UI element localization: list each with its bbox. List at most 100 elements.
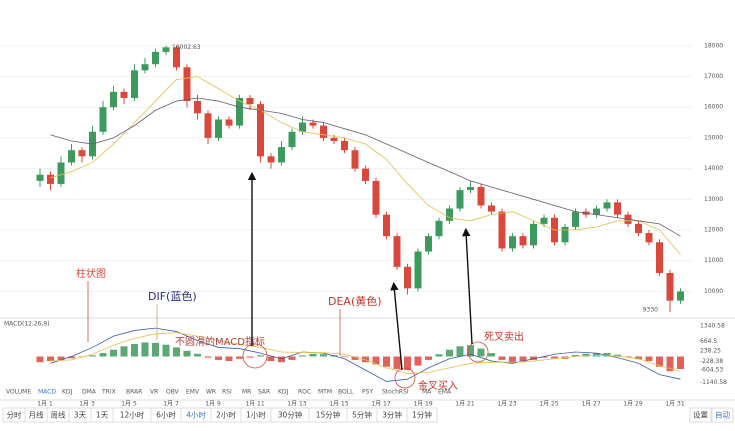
candle-body [373, 181, 380, 215]
candle-body [341, 141, 348, 150]
x-tick-label: 1月 27 [581, 401, 601, 408]
macd-bar [341, 357, 348, 358]
macd-bar [100, 353, 107, 356]
indicator-tab[interactable]: VR [150, 389, 158, 396]
settings-label[interactable]: 自动 [715, 410, 730, 420]
indicator-tab[interactable]: SAR [258, 389, 270, 396]
y-tick-label: 238.25 [700, 348, 721, 355]
y-tick-label: -228.38 [700, 358, 723, 365]
macd-bar [551, 357, 558, 359]
x-tick-label: 1月 3 [79, 401, 95, 408]
settings-label[interactable]: 设置 [693, 410, 708, 420]
candle-body [394, 236, 401, 267]
candle-body [383, 215, 390, 236]
x-tick-label: 1月 11 [245, 401, 265, 408]
macd-bar [320, 354, 327, 356]
indicator-tab[interactable]: VOLUME [6, 389, 31, 396]
macd-bar [646, 357, 653, 362]
x-tick-label: 1月 1 [37, 401, 53, 408]
macd-bar [499, 357, 506, 360]
y-tick-label: 16000 [704, 104, 723, 111]
candle-body [499, 212, 506, 249]
y-tick-label: 14000 [704, 165, 723, 172]
timeframe-label[interactable]: 月线 [29, 410, 44, 420]
indicator-tab[interactable]: ROC [298, 389, 311, 396]
timeframe-label[interactable]: 6小时 [156, 410, 176, 420]
candle-body [310, 123, 317, 126]
candle-body [215, 119, 222, 137]
candle-body [47, 175, 54, 184]
x-tick-label: 1月 15 [329, 401, 349, 408]
candle-body [205, 113, 212, 138]
timeframe-label[interactable]: 5分钟 [352, 410, 372, 420]
indicator-tab[interactable]: StochRSI [382, 389, 409, 396]
candle-body [509, 236, 516, 248]
indicator-tab[interactable]: PSY [362, 389, 373, 396]
candle-body [352, 150, 359, 168]
timeframe-label[interactable]: 1天 [96, 411, 109, 420]
y-tick-label: 664.5 [700, 338, 717, 345]
timeframe-label[interactable]: 3分钟 [382, 410, 402, 420]
x-tick-label: 1月 9 [205, 401, 221, 408]
macd-title: MACD(12,26,9) [4, 321, 50, 328]
timeframe-label[interactable]: 15分钟 [316, 410, 341, 420]
timeframe-label[interactable]: 4小时 [186, 410, 206, 420]
y-tick-label: 10000 [704, 288, 723, 295]
indicator-tab[interactable]: TRIX [101, 389, 116, 396]
candle-body [635, 224, 642, 233]
timeframe-label[interactable]: 1分钟 [412, 410, 432, 420]
macd-bar [394, 357, 401, 369]
candle-body [467, 187, 474, 190]
timeframe-label[interactable]: 1小时 [246, 410, 266, 420]
macd-bar [436, 354, 443, 356]
candle-body [121, 92, 128, 98]
timeframe-label[interactable]: 2小时 [216, 410, 236, 420]
y-tick-label: 13000 [704, 196, 723, 203]
indicator-tab[interactable]: MTM [318, 389, 332, 396]
macd-bar [289, 357, 296, 360]
candle-body [289, 132, 296, 147]
indicator-tab[interactable]: MR [242, 389, 251, 396]
indicator-tab[interactable]: DMA [82, 389, 97, 396]
indicator-tab[interactable]: KDJ [62, 389, 73, 396]
candle-body [667, 273, 674, 301]
y-tick-label: -1140.58 [700, 379, 727, 386]
candle-body [362, 169, 369, 181]
candle-body [58, 162, 65, 183]
indicator-tab[interactable]: WR [206, 389, 216, 396]
candle-body [142, 64, 149, 70]
candle-body [446, 209, 453, 221]
candle-body [152, 52, 159, 64]
min-label: 9330 [643, 307, 658, 314]
indicator-tab[interactable]: RSI [222, 389, 232, 396]
indicator-tab[interactable]: BOLL [338, 389, 354, 396]
x-tick-label: 1月 23 [497, 401, 517, 408]
indicator-tab[interactable]: EMA [438, 389, 452, 396]
candle-body [488, 205, 495, 211]
candle-body [268, 156, 275, 162]
macd-bar [446, 350, 453, 357]
timeframe-label[interactable]: 分时 [7, 410, 22, 420]
y-tick-label: -604.53 [700, 367, 723, 374]
macd-bar [184, 351, 191, 357]
indicator-tab[interactable]: MACD [38, 389, 56, 396]
timeframe-label[interactable]: 周线 [51, 410, 66, 420]
timeframe-label[interactable]: 12小时 [120, 410, 145, 420]
timeframe-label[interactable]: 3天 [74, 411, 87, 420]
x-tick-label: 1月 7 [163, 401, 179, 408]
indicator-tab[interactable]: MA [422, 389, 432, 396]
candle-body [572, 212, 579, 227]
max-label: 18002.63 [172, 44, 201, 51]
indicator-tab[interactable]: KDJ [278, 389, 289, 396]
candle-body [593, 209, 600, 215]
timeframe-label[interactable]: 30分钟 [278, 410, 303, 420]
indicator-tab[interactable]: BRAR [126, 389, 142, 396]
candle-body [320, 126, 327, 138]
macd-bar [47, 357, 54, 362]
indicator-tab[interactable]: OBV [166, 389, 180, 396]
indicator-tab[interactable]: EMV [186, 389, 200, 396]
candle-body [331, 138, 338, 141]
candle-body [457, 190, 464, 208]
